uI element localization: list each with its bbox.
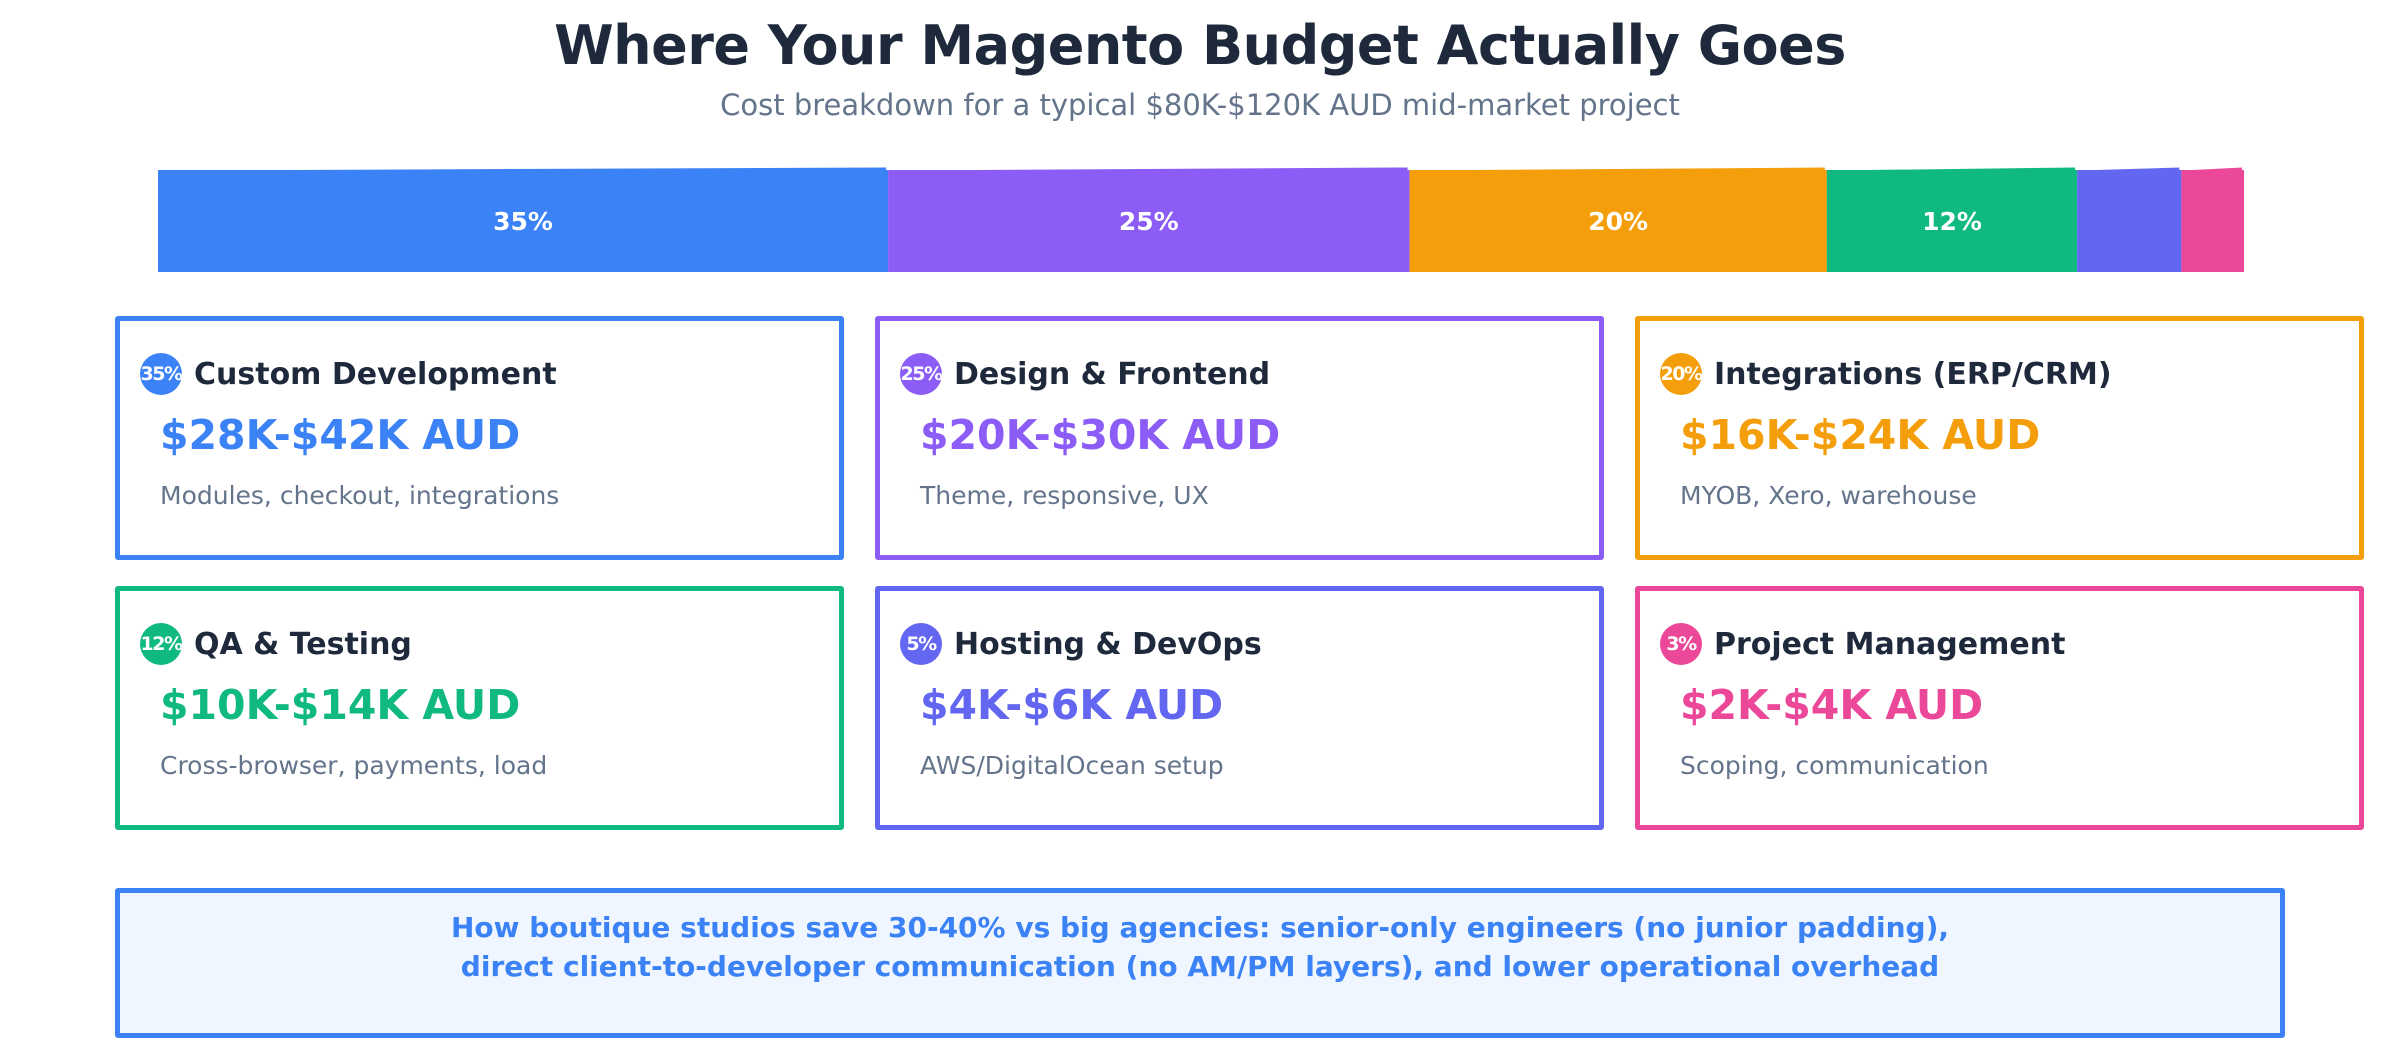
- card-title: Project Management: [1714, 626, 2066, 662]
- bar-segment-edge: [1411, 167, 1825, 174]
- card-description: Modules, checkout, integrations: [160, 481, 560, 510]
- card-title: Hosting & DevOps: [954, 626, 1262, 662]
- bar-segment-label: 20%: [1588, 207, 1648, 236]
- bar-segment-hosting-devops: [2077, 170, 2182, 272]
- card-title: QA & Testing: [194, 626, 412, 662]
- bar-segment-edge: [890, 167, 1408, 174]
- bar-segment-label: 12%: [1922, 207, 1982, 236]
- bar-segment-edge: [2183, 167, 2243, 174]
- percent-badge: 12%: [140, 623, 182, 665]
- card-qa-testing: 12% QA & Testing $10K-$14K AUD Cross-bro…: [115, 586, 844, 830]
- cost-range: $20K-$30K AUD: [920, 411, 1281, 459]
- card-project-management: 3% Project Management $2K-$4K AUD Scopin…: [1635, 586, 2364, 830]
- cost-range: $4K-$6K AUD: [920, 681, 1224, 729]
- bar-segment-edge: [159, 167, 887, 174]
- card-design-frontend: 25% Design & Frontend $20K-$30K AUD Them…: [875, 316, 1604, 560]
- card-description: MYOB, Xero, warehouse: [1680, 481, 1977, 510]
- card-integrations: 20% Integrations (ERP/CRM) $16K-$24K AUD…: [1635, 316, 2364, 560]
- card-description: Cross-browser, payments, load: [160, 751, 548, 780]
- percent-badge: 5%: [900, 623, 942, 665]
- percent-badge: 20%: [1660, 353, 1702, 395]
- callout-line-1: How boutique studios save 30-40% vs big …: [450, 911, 1950, 944]
- bar-segment-edge: [1828, 167, 2076, 174]
- bar-segment-edge: [2079, 167, 2180, 174]
- bar-segment-custom-development: [158, 170, 889, 272]
- card-header: 12% QA & Testing: [140, 623, 412, 665]
- bar-segment-project-management: [2181, 170, 2244, 272]
- bar-segment-label: 25%: [1119, 207, 1179, 236]
- callout-line-2: direct client-to-developer communication…: [460, 950, 1940, 983]
- cost-range: $10K-$14K AUD: [160, 681, 521, 729]
- card-header: 25% Design & Frontend: [900, 353, 1270, 395]
- card-header: 5% Hosting & DevOps: [900, 623, 1262, 665]
- percent-badge: 3%: [1660, 623, 1702, 665]
- card-description: AWS/DigitalOcean setup: [920, 751, 1224, 780]
- bar-segment-qa-testing: [1826, 170, 2078, 272]
- cost-range: $2K-$4K AUD: [1680, 681, 1984, 729]
- bar-segment-design-frontend: [888, 170, 1410, 272]
- bar-segment-integrations-erp-crm: [1409, 170, 1827, 272]
- stacked-bar-chart: 35% 25% 20% 12%: [158, 167, 2244, 272]
- savings-callout: How boutique studios save 30-40% vs big …: [115, 888, 2285, 1038]
- page-title: Where Your Magento Budget Actually Goes: [554, 14, 1846, 77]
- bar-segments: 35% 25% 20% 12%: [158, 167, 2244, 272]
- card-custom-development: 35% Custom Development $28K-$42K AUD Mod…: [115, 316, 844, 560]
- card-description: Scoping, communication: [1680, 751, 1989, 780]
- card-title: Design & Frontend: [954, 356, 1271, 392]
- page-subtitle: Cost breakdown for a typical $80K-$120K …: [720, 88, 1680, 122]
- cost-range: $28K-$42K AUD: [160, 411, 521, 459]
- cost-cards: 35% Custom Development $28K-$42K AUD Mod…: [115, 316, 2365, 830]
- card-hosting-devops: 5% Hosting & DevOps $4K-$6K AUD AWS/Digi…: [875, 586, 1604, 830]
- card-header: 3% Project Management: [1660, 623, 2065, 665]
- card-header: 35% Custom Development: [140, 353, 557, 395]
- card-description: Theme, responsive, UX: [920, 481, 1209, 510]
- percent-badge: 25%: [900, 353, 942, 395]
- card-header: 20% Integrations (ERP/CRM): [1660, 353, 2112, 395]
- percent-badge: 35%: [140, 353, 182, 395]
- cost-range: $16K-$24K AUD: [1680, 411, 2041, 459]
- bar-segment-label: 35%: [493, 207, 553, 236]
- card-title: Custom Development: [194, 356, 557, 392]
- card-title: Integrations (ERP/CRM): [1714, 356, 2112, 392]
